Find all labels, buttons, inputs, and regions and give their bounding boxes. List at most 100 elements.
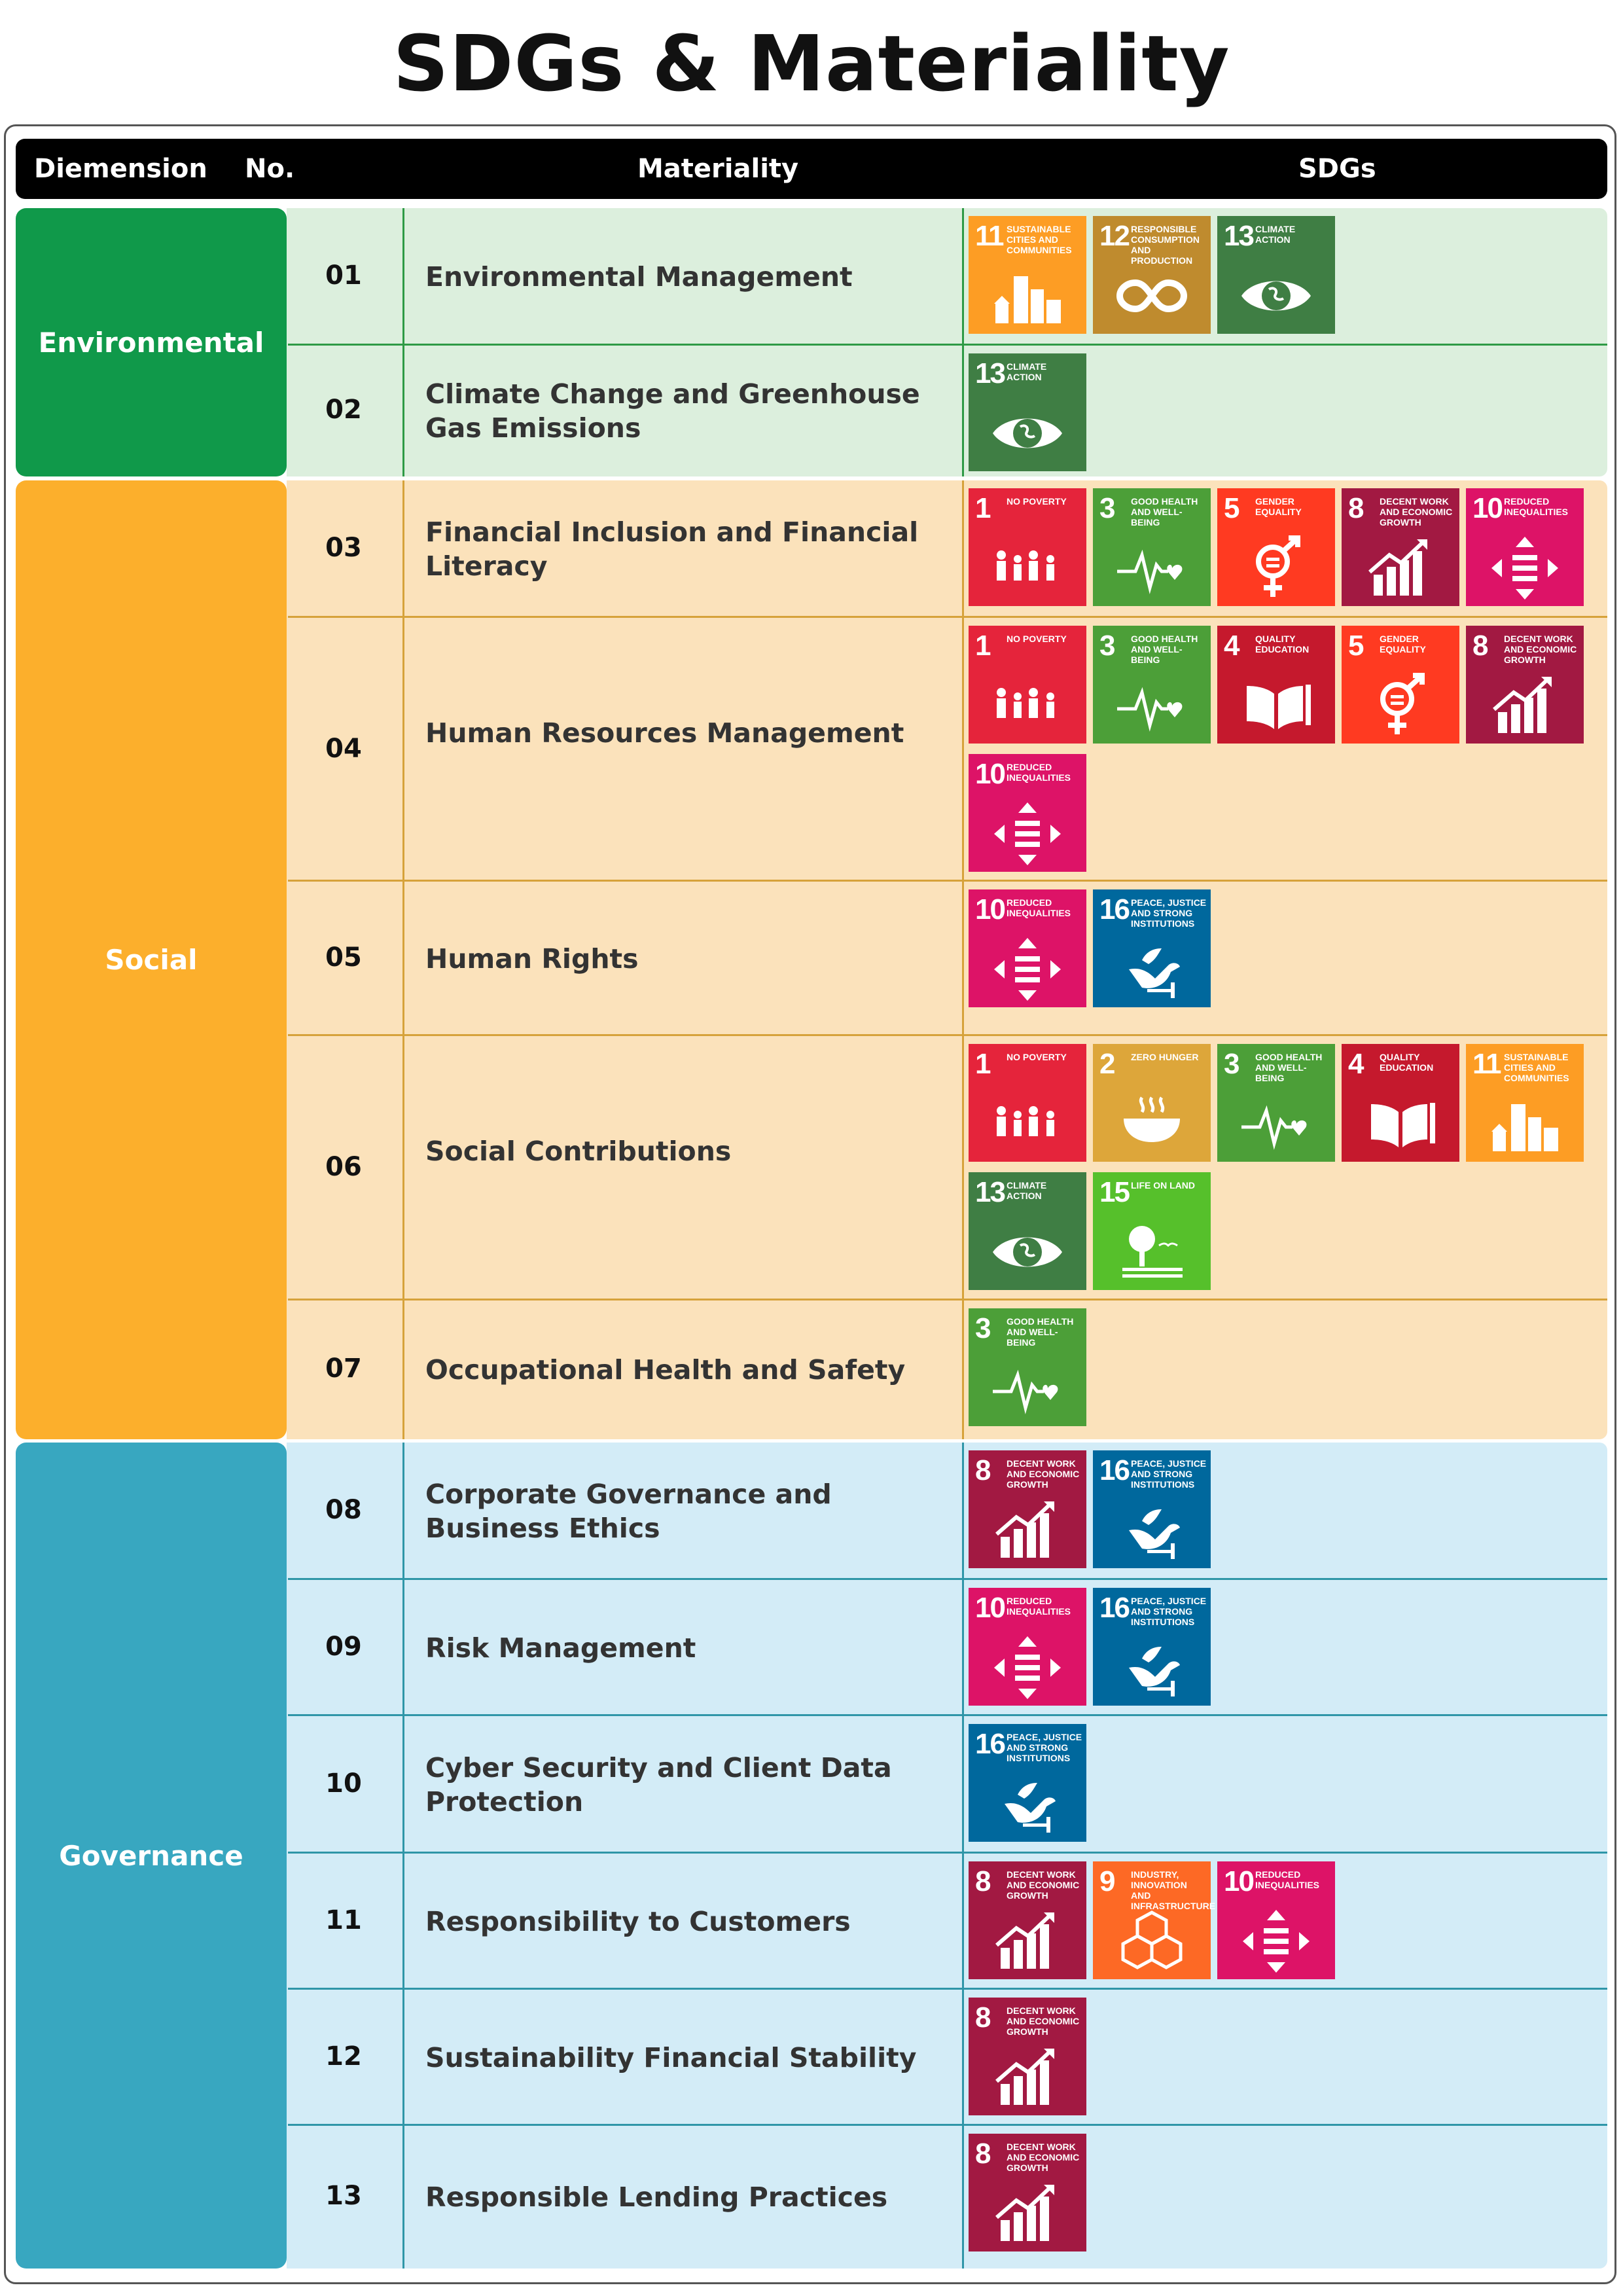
equality-icon bbox=[1243, 1910, 1310, 1973]
sdg-number: 1 bbox=[975, 492, 991, 524]
sdg-number: 5 bbox=[1348, 630, 1364, 662]
table-row: 03 Financial Inclusion and Financial Lite… bbox=[288, 480, 1607, 618]
materiality-label: Sustainability Financial Stability bbox=[425, 2042, 917, 2073]
row-number: 01 bbox=[325, 260, 362, 291]
sdg-label: Gender Equality bbox=[1380, 634, 1426, 655]
sdg-label: Life on Land bbox=[1131, 1180, 1195, 1191]
dove-icon bbox=[1129, 1647, 1180, 1696]
sdg-label: Responsible Consumption and Production bbox=[1131, 224, 1200, 266]
materiality-label: Environmental Management bbox=[425, 261, 853, 293]
sdg-1-tile: 1 No Poverty bbox=[969, 626, 1086, 744]
sdg-11-tile: 11 Sustainable Cities and Communities bbox=[1466, 1044, 1584, 1162]
sdg-number: 11 bbox=[975, 220, 1004, 252]
sdg-number: 15 bbox=[1099, 1176, 1130, 1208]
sdg-3-tile: 3 Good Health and Well-Being bbox=[1093, 488, 1211, 606]
sdg-label: Climate Action bbox=[1255, 224, 1296, 245]
sdg-13-tile: 13 Climate Action bbox=[969, 353, 1086, 471]
sdg-number: 1 bbox=[975, 1048, 991, 1080]
sdg-number: 10 bbox=[1472, 492, 1503, 524]
sdg-10-tile: 10 Reduced Inequalities bbox=[969, 889, 1086, 1007]
table-row: 01 Environmental Management 11 Sustainable … bbox=[288, 208, 1607, 346]
sdg-15-tile: 15 Life on Land bbox=[1093, 1172, 1211, 1290]
sdg-number: 8 bbox=[975, 2001, 991, 2034]
materiality-label: Risk Management bbox=[425, 1632, 696, 1664]
sdg-label: No Poverty bbox=[1007, 634, 1067, 644]
gender-icon bbox=[1256, 535, 1300, 597]
sdg-number: 4 bbox=[1348, 1048, 1364, 1080]
row-number: 13 bbox=[325, 2181, 362, 2211]
column-divider bbox=[402, 208, 404, 476]
sdg-label: No Poverty bbox=[1007, 496, 1067, 507]
sdg-number: 8 bbox=[1472, 630, 1489, 662]
sdg-2-tile: 2 Zero Hunger bbox=[1093, 1044, 1211, 1162]
row-number: 10 bbox=[325, 1768, 362, 1799]
equality-icon bbox=[994, 1636, 1061, 1699]
gender-icon bbox=[1380, 673, 1425, 734]
column-divider bbox=[962, 480, 964, 1439]
sdg-8-tile: 8 Decent Work and Economic Growth bbox=[969, 1450, 1086, 1568]
heartbeat-icon bbox=[1241, 1105, 1307, 1150]
row-number: 06 bbox=[325, 1152, 362, 1182]
growth-chart-icon bbox=[1368, 539, 1427, 596]
people-icon bbox=[997, 550, 1054, 581]
sdg-number: 12 bbox=[1099, 220, 1130, 252]
header-dimension: Diemension bbox=[34, 154, 207, 184]
table-row: 04 Human Resources Management 1 No Poverty 3… bbox=[288, 618, 1607, 882]
sdg-number: 10 bbox=[975, 758, 1006, 790]
sdg-number: 13 bbox=[1224, 220, 1255, 252]
sdg-label: Good Health and Well-Being bbox=[1007, 1316, 1074, 1348]
sdg-number: 10 bbox=[975, 1592, 1006, 1624]
materiality-label: Social Contributions bbox=[425, 1136, 732, 1167]
sdg-label: Decent Work and Economic Growth bbox=[1007, 1869, 1080, 1901]
sdg-13-tile: 13 Climate Action bbox=[969, 1172, 1086, 1290]
sdg-label: Sustainable Cities and Communities bbox=[1504, 1052, 1569, 1083]
sdg-label: Decent Work and Economic Growth bbox=[1007, 1458, 1080, 1490]
growth-chart-icon bbox=[995, 1912, 1054, 1969]
sdg-label: Decent Work and Economic Growth bbox=[1007, 2005, 1080, 2037]
sdg-8-tile: 8 Decent Work and Economic Growth bbox=[1342, 488, 1459, 606]
equality-icon bbox=[994, 938, 1061, 1001]
city-icon bbox=[994, 276, 1061, 323]
sdg-number: 5 bbox=[1224, 492, 1240, 524]
table-row: 11 Responsibility to Customers 8 Decent Wor… bbox=[288, 1854, 1607, 1990]
sdg-3-tile: 3 Good Health and Well-Being bbox=[1217, 1044, 1335, 1162]
row-number: 03 bbox=[325, 533, 362, 563]
sdg-label: Reduced Inequalities bbox=[1504, 496, 1569, 517]
sdg-11-tile: 11 Sustainable Cities and Communities bbox=[969, 216, 1086, 334]
table-frame bbox=[4, 124, 1616, 2284]
header-no: No. bbox=[245, 154, 295, 184]
sdg-label: Climate Action bbox=[1007, 1180, 1047, 1201]
sdg-10-tile: 10 Reduced Inequalities bbox=[969, 1588, 1086, 1706]
sdg-5-tile: 5 Gender Equality bbox=[1217, 488, 1335, 606]
sdg-3-tile: 3 Good Health and Well-Being bbox=[1093, 626, 1211, 744]
growth-chart-icon bbox=[995, 2184, 1054, 2241]
table-row: 13 Responsible Lending Practices 8 Decent W… bbox=[288, 2126, 1607, 2269]
dove-icon bbox=[1129, 1509, 1180, 1559]
dove-icon bbox=[1005, 1783, 1056, 1833]
sdg-10-tile: 10 Reduced Inequalities bbox=[969, 754, 1086, 872]
row-number: 02 bbox=[325, 395, 362, 425]
sdg-label: No Poverty bbox=[1007, 1052, 1067, 1062]
sdg-label: Industry, Innovation and Infrastructure bbox=[1131, 1869, 1216, 1911]
book-icon bbox=[1247, 685, 1311, 729]
equality-icon bbox=[1491, 537, 1558, 600]
sdg-label: Reduced Inequalities bbox=[1255, 1869, 1320, 1890]
sdg-8-tile: 8 Decent Work and Economic Growth bbox=[969, 2134, 1086, 2251]
sdg-16-tile: 16 Peace, Justice and Strong Institutions bbox=[1093, 1450, 1211, 1568]
sdg-label: Peace, Justice and Strong Institutions bbox=[1131, 1596, 1207, 1627]
table-row: 09 Risk Management 10 Reduced Inequalities 1… bbox=[288, 1580, 1607, 1716]
sdg-label: Decent Work and Economic Growth bbox=[1504, 634, 1577, 665]
dove-icon bbox=[1129, 948, 1180, 998]
sdg-number: 4 bbox=[1224, 630, 1240, 662]
materiality-label: Responsibility to Customers bbox=[425, 1906, 851, 1937]
sdg-3-tile: 3 Good Health and Well-Being bbox=[969, 1308, 1086, 1426]
people-icon bbox=[997, 1106, 1054, 1136]
sdg-number: 8 bbox=[975, 2138, 991, 2170]
sdg-label: Peace, Justice and Strong Institutions bbox=[1007, 1732, 1082, 1763]
materiality-label: Responsible Lending Practices bbox=[425, 2181, 888, 2213]
sdg-number: 16 bbox=[1099, 1454, 1130, 1486]
sdg-label: Climate Action bbox=[1007, 361, 1047, 382]
table-row: 06 Social Contributions 1 No Poverty 2 Zero H… bbox=[288, 1036, 1607, 1300]
heartbeat-icon bbox=[993, 1369, 1058, 1414]
sdg-1-tile: 1 No Poverty bbox=[969, 1044, 1086, 1162]
